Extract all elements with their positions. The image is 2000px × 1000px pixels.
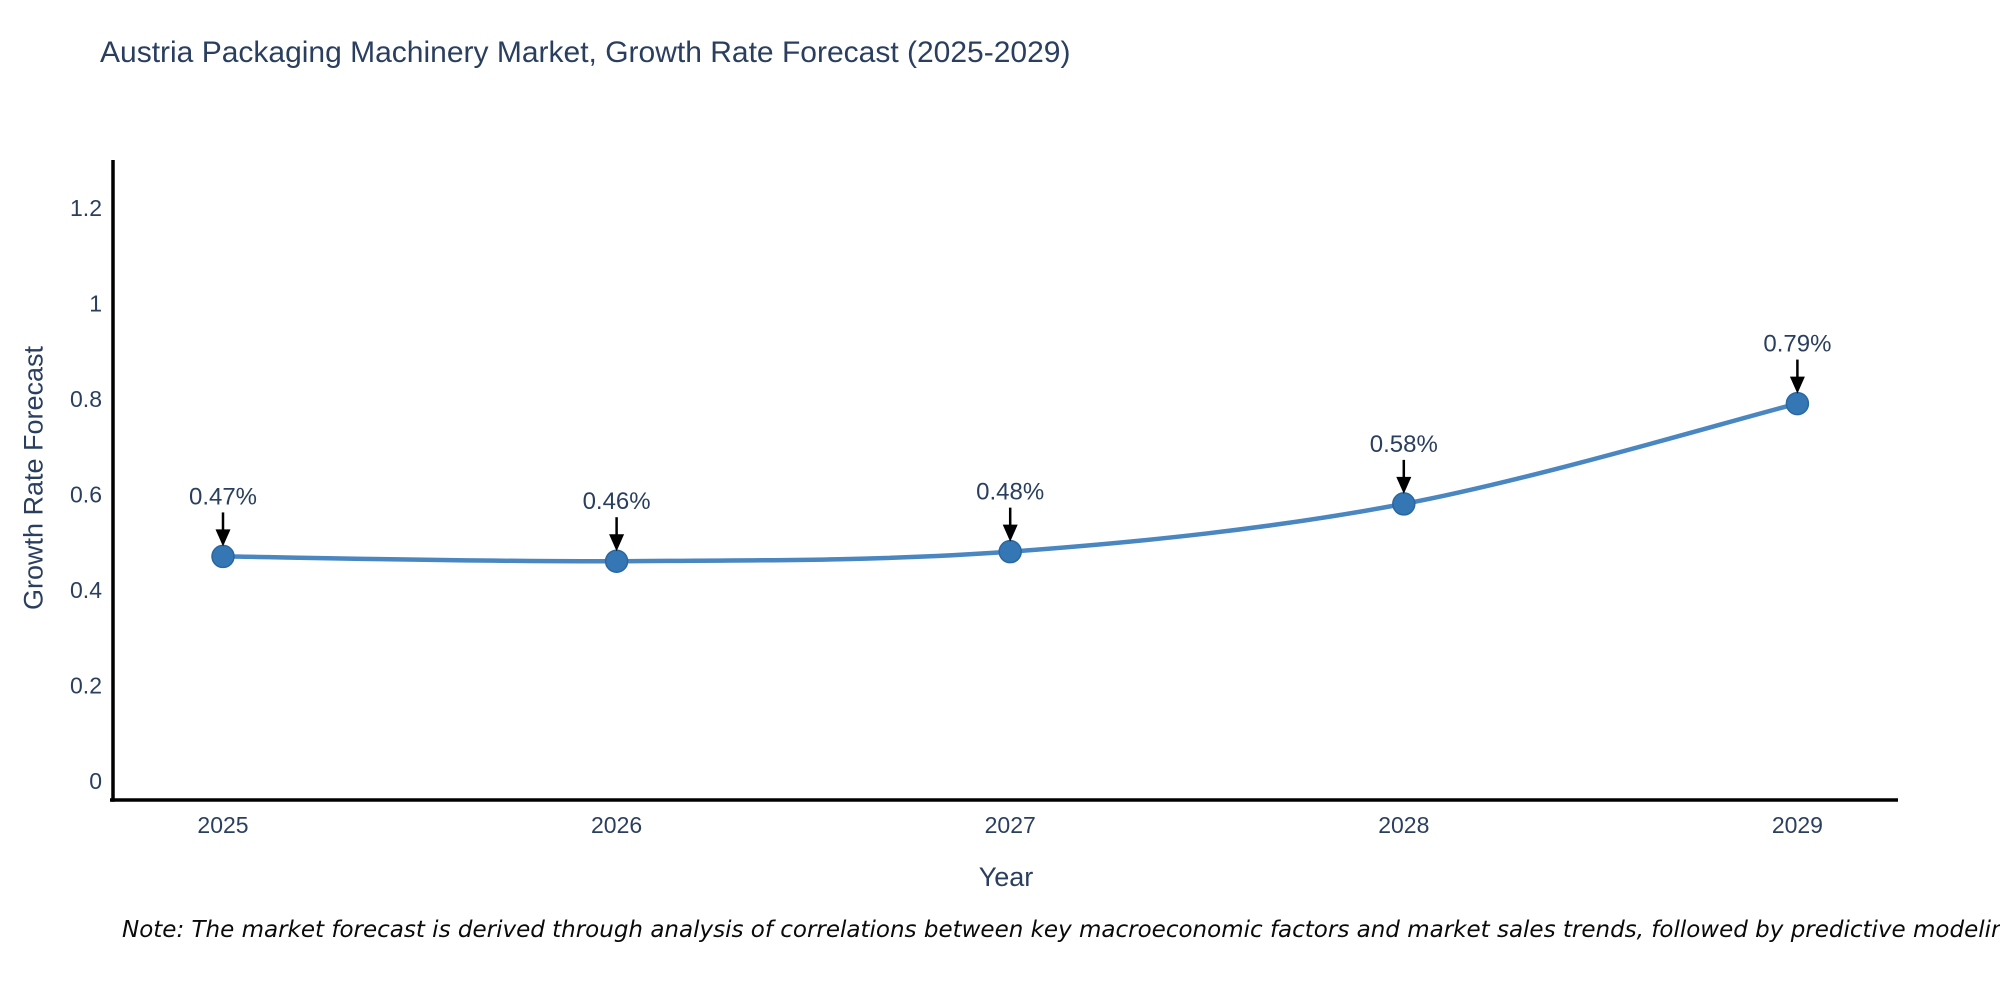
data-point-marker[interactable] <box>998 539 1022 564</box>
y-tick-label: 0.4 <box>70 577 102 603</box>
data-point-label: 0.79% <box>1763 331 1831 358</box>
data-point-label: 0.47% <box>189 483 257 510</box>
annotation-arrowhead-icon <box>1789 376 1805 394</box>
y-tick-label: 0.2 <box>70 672 102 698</box>
data-point-label: 0.46% <box>583 488 651 515</box>
chart-title: Austria Packaging Machinery Market, Grow… <box>100 36 1071 69</box>
x-tick-label: 2029 <box>1772 812 1823 838</box>
annotation-arrowhead-icon <box>1396 476 1412 494</box>
data-point-label: 0.58% <box>1370 431 1438 458</box>
y-tick-label: 1 <box>89 290 102 316</box>
x-axis-title: Year <box>978 862 1034 892</box>
y-tick-label: 1.2 <box>70 195 102 221</box>
footnote: Note: The market forecast is derived thr… <box>122 917 2000 943</box>
y-tick-label: 0.6 <box>70 481 102 507</box>
y-tick-label: 0.8 <box>70 386 102 412</box>
annotation-arrowhead-icon <box>609 534 625 552</box>
x-tick-label: 2026 <box>591 812 642 838</box>
x-tick-label: 2027 <box>985 812 1036 838</box>
annotation-arrowhead-icon <box>1002 524 1018 542</box>
data-point-label: 0.48% <box>976 479 1044 506</box>
data-point-marker[interactable] <box>1392 492 1416 516</box>
data-point-marker[interactable] <box>211 544 235 569</box>
y-tick-label: 0 <box>89 768 102 794</box>
x-tick-label: 2025 <box>197 812 248 838</box>
annotation-arrowhead-icon <box>215 529 231 547</box>
data-point-marker[interactable] <box>604 549 629 573</box>
data-point-marker[interactable] <box>1785 391 1810 416</box>
x-tick-label: 2028 <box>1378 812 1429 838</box>
